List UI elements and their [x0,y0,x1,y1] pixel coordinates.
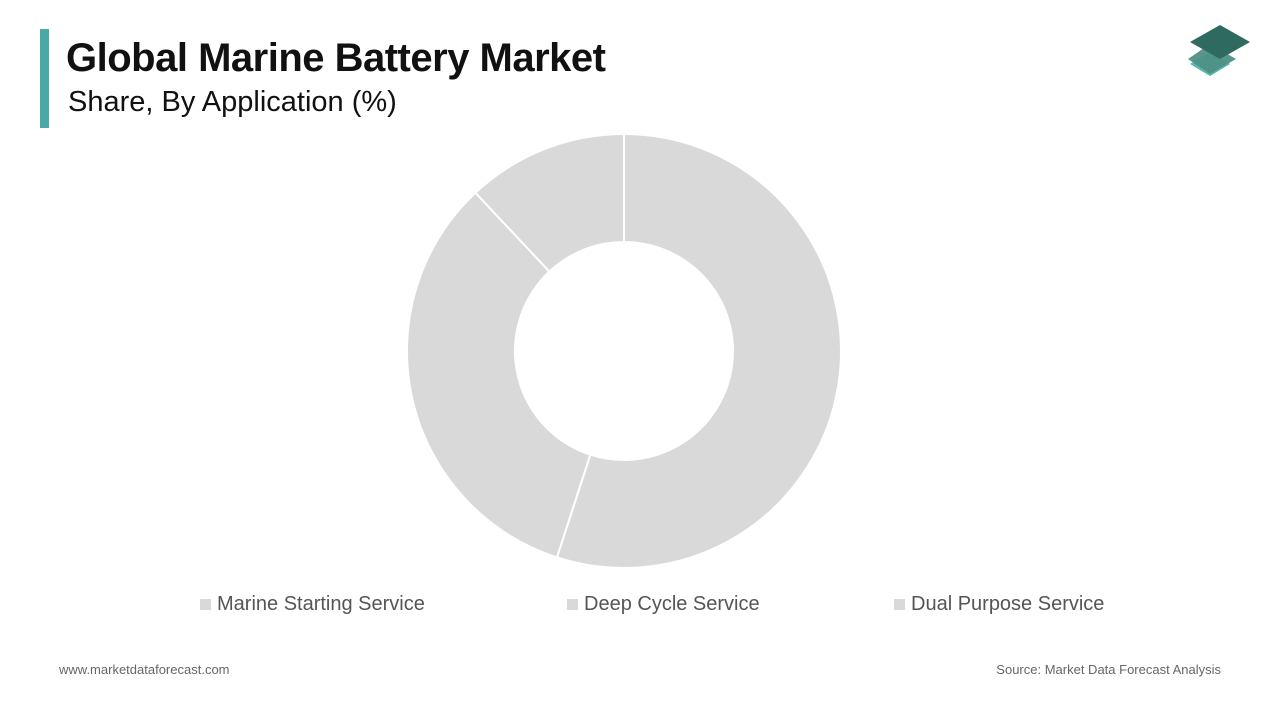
legend-label: Dual Purpose Service [911,592,1105,615]
donut-slice-dual-purpose-service [474,132,625,273]
legend-label: Marine Starting Service [217,592,425,615]
legend-item-marine-starting-service: Marine Starting Service [200,592,425,616]
legend-item-dual-purpose-service: Dual Purpose Service [894,592,1104,616]
legend-swatch [894,598,905,610]
legend-label: Deep Cycle Service [584,592,760,615]
footer-website: www.marketdataforecast.com [59,662,230,677]
page-title: Global Marine Battery Market [66,36,606,80]
logo-layer-middle [1188,44,1236,74]
page-subtitle: Share, By Application (%) [68,86,397,118]
footer-source: Source: Market Data Forecast Analysis [996,662,1221,677]
legend-swatch [200,598,211,610]
donut-slices [406,132,842,569]
legend-item-deep-cycle-service: Deep Cycle Service [567,592,760,616]
donut-slice-marine-starting-service [555,132,842,569]
accent-bar [40,29,49,128]
legend-swatch [567,598,578,610]
logo-layer-top [1190,25,1250,59]
stacked-layers-icon [1188,25,1250,76]
donut-slice-deep-cycle-service [406,191,592,559]
